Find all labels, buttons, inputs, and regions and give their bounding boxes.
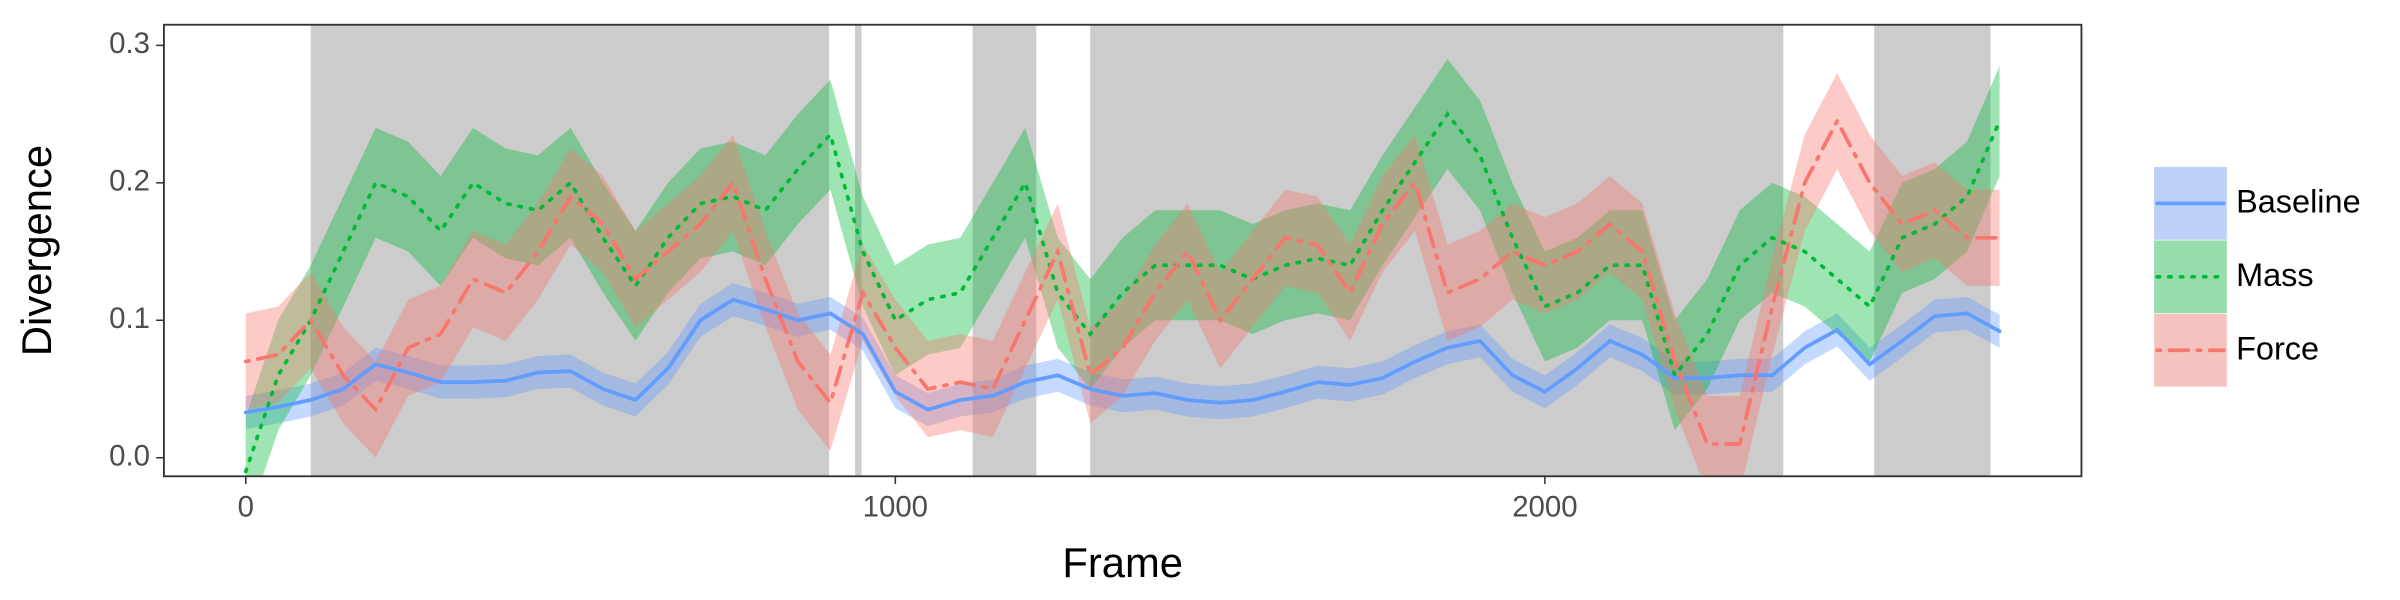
y-tick-label: 0.2 [109, 165, 150, 198]
shaded-region [972, 24, 1037, 477]
shaded-region [310, 24, 830, 477]
shaded-region [855, 24, 862, 477]
y-tick-label: 0.1 [109, 302, 150, 335]
plot-area [243, 24, 2002, 477]
x-tick-label: 1000 [863, 491, 928, 524]
legend-label: Force [2236, 331, 2319, 367]
x-axis-title: Frame [1062, 539, 1183, 586]
series-line [243, 297, 2002, 415]
legend-label: Baseline [2236, 184, 2361, 220]
error-band [245, 283, 2000, 429]
y-tick-label: 0.3 [109, 27, 150, 60]
y-tick-label: 0.0 [109, 439, 150, 472]
x-tick-label: 0 [238, 491, 254, 524]
series-line [243, 116, 2002, 446]
x-tick-label: 2000 [1512, 491, 1577, 524]
error-band [245, 59, 2000, 477]
shaded-region [1874, 24, 1991, 477]
y-axis-title: Divergence [13, 145, 60, 356]
legend-label: Mass [2236, 257, 2314, 293]
plot-border [162, 23, 2083, 478]
